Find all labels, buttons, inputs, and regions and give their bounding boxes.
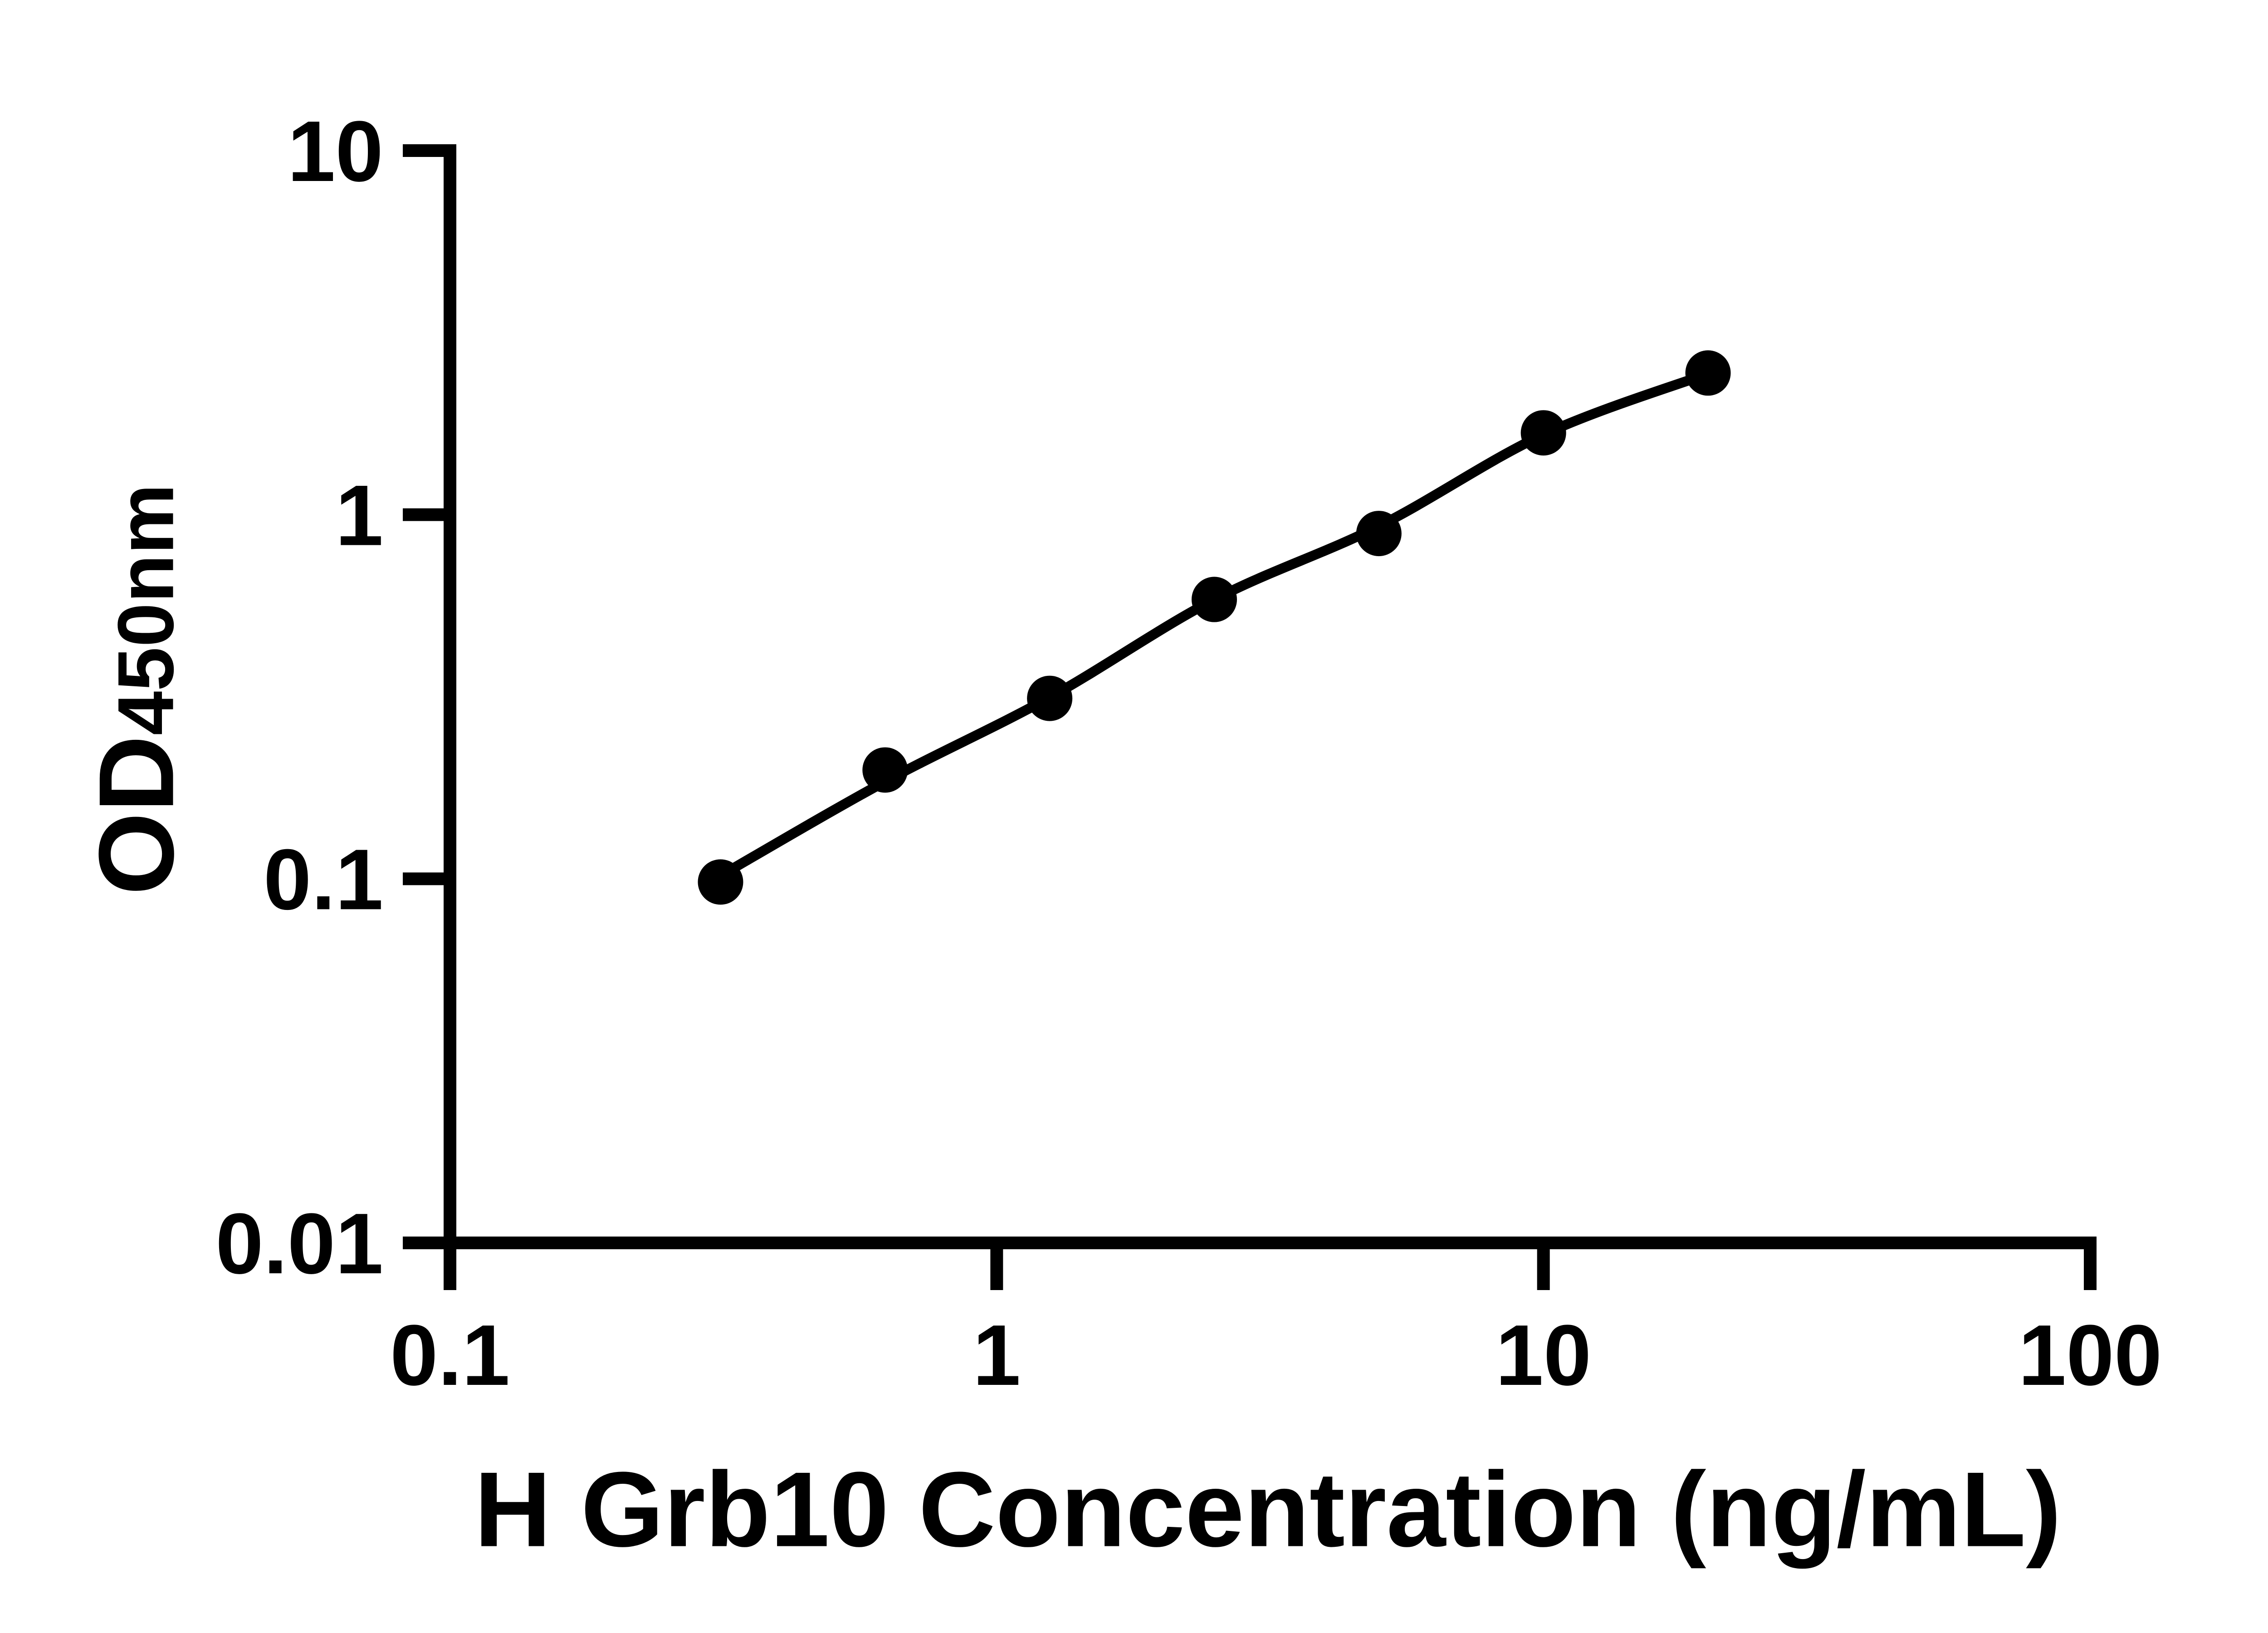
data-point-0.625 [862, 747, 908, 793]
data-point-20 [1685, 350, 1731, 396]
data-point-5 [1356, 511, 1402, 557]
x-tick-label-0.1: 0.1 [390, 1307, 510, 1403]
data-point-10 [1520, 410, 1566, 456]
y-axis-title: OD450nm [75, 484, 198, 895]
x-tick-label-1: 1 [973, 1307, 1021, 1403]
y-tick-label-0.1: 0.1 [264, 831, 383, 928]
y-tick-label-10: 10 [288, 103, 383, 200]
fit-curve [715, 368, 1713, 881]
data-point-2.5 [1191, 577, 1237, 622]
y-tick-label-0.01: 0.01 [215, 1196, 383, 1292]
data-point-0.3125 [698, 859, 743, 905]
y-tick-label-1: 1 [335, 468, 383, 564]
data-point-1.25 [1027, 675, 1073, 721]
x-axis-title: H Grb10 Concentration (ng/mL) [474, 1449, 2062, 1569]
y-axis-title-sub: 450nm [102, 484, 191, 735]
x-tick-label-100: 100 [2018, 1307, 2162, 1403]
y-axis-title-main: OD [76, 735, 196, 895]
x-tick-label-10: 10 [1496, 1307, 1591, 1403]
